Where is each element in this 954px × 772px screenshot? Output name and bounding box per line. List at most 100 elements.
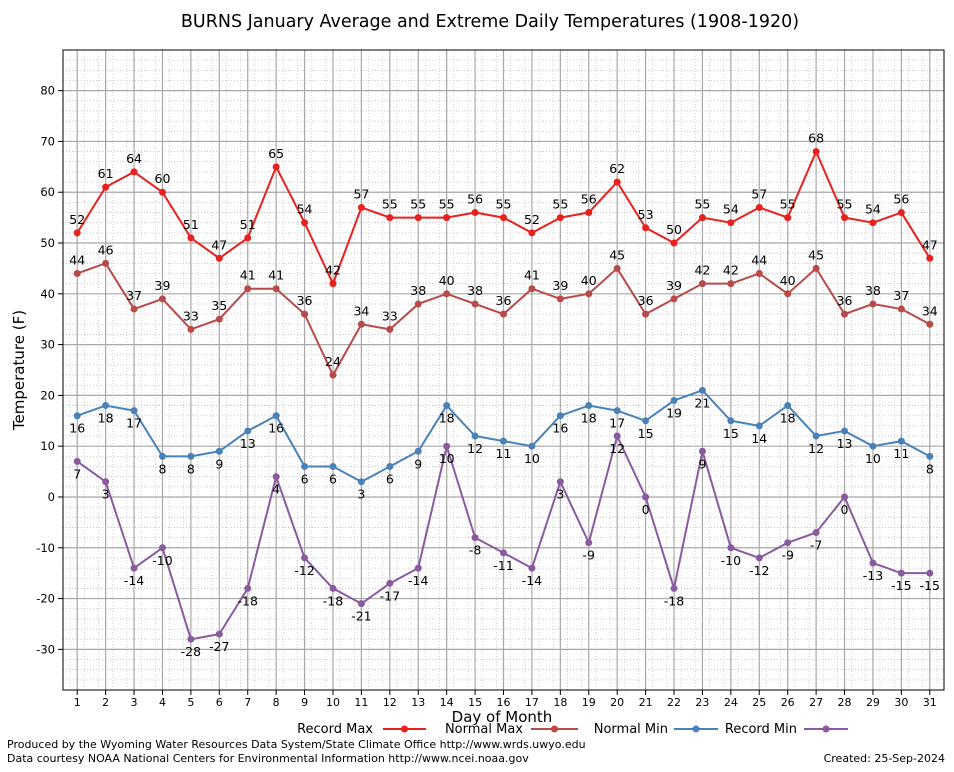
record-max-data-label: 50 — [666, 222, 682, 237]
normal-min-data-label: 10 — [865, 451, 881, 466]
normal-min-point — [755, 422, 763, 430]
x-tick-label: 25 — [752, 696, 766, 709]
record-max-point — [414, 214, 422, 222]
y-tick-label: 80 — [40, 84, 55, 98]
normal-min-data-label: 12 — [808, 441, 824, 456]
record-min-data-label: 0 — [841, 502, 849, 517]
record-max-point — [73, 229, 81, 237]
normal-min-point — [556, 412, 564, 420]
y-tick-label: 70 — [40, 134, 55, 148]
record-min-data-label: -28 — [181, 644, 201, 659]
record-max-point — [755, 203, 763, 211]
record-min-data-label: 10 — [439, 451, 455, 466]
normal-min-data-label: 11 — [893, 446, 909, 461]
normal-min-data-label: 15 — [638, 426, 654, 441]
normal-max-point — [528, 285, 536, 293]
normal-min-data-label: 8 — [926, 461, 934, 476]
normal-min-data-label: 8 — [158, 461, 166, 476]
record-min-point — [130, 564, 138, 572]
record-max-point — [926, 254, 934, 262]
record-max-data-label: 61 — [98, 166, 114, 181]
normal-max-data-label: 41 — [240, 268, 256, 283]
y-tick-label: 60 — [40, 185, 55, 199]
normal-max-data-label: 39 — [666, 278, 682, 293]
normal-max-data-label: 42 — [694, 263, 710, 278]
record-max-data-label: 54 — [297, 202, 313, 217]
normal-max-point — [926, 320, 934, 328]
x-tick-label: 11 — [354, 696, 368, 709]
record-max-data-label: 55 — [439, 197, 455, 212]
normal-max-data-label: 24 — [325, 354, 341, 369]
record-max-data-label: 60 — [155, 171, 171, 186]
normal-max-data-label: 35 — [211, 298, 227, 313]
record-min-point — [215, 630, 223, 638]
legend-label-record-min: Record Min — [725, 722, 797, 737]
normal-max-data-label: 37 — [893, 288, 909, 303]
normal-max-point — [670, 295, 678, 303]
x-tick-label: 28 — [838, 696, 852, 709]
normal-min-point — [698, 386, 706, 394]
normal-max-point — [386, 325, 394, 333]
normal-min-data-label: 21 — [694, 395, 710, 410]
legend-label-normal-min: Normal Min — [594, 722, 668, 737]
record-min-data-label: -12 — [294, 563, 314, 578]
footer-data-courtesy: Data courtesy NOAA National Centers for … — [7, 752, 529, 765]
record-min-point — [500, 549, 507, 557]
record-max-point — [130, 168, 138, 176]
x-tick-label: 16 — [497, 696, 511, 709]
legend-label-record-max: Record Max — [297, 722, 373, 737]
y-tick-label: -30 — [36, 642, 55, 656]
record-min-point — [158, 544, 166, 552]
record-max-data-label: 55 — [496, 197, 512, 212]
normal-min-point — [897, 437, 905, 445]
x-tick-label: 27 — [809, 696, 823, 709]
x-tick-label: 22 — [667, 696, 681, 709]
normal-max-point — [357, 320, 365, 328]
normal-min-data-label: 14 — [751, 431, 767, 446]
record-max-point — [272, 163, 280, 171]
record-min-data-label: -14 — [408, 573, 428, 588]
record-max-point — [528, 229, 536, 237]
record-min-data-label: -18 — [238, 593, 258, 608]
normal-max-point — [613, 264, 621, 272]
y-tick-label: 30 — [40, 338, 55, 352]
normal-min-point — [784, 402, 792, 410]
normal-min-data-label: 15 — [723, 426, 739, 441]
record-max-point — [841, 214, 849, 222]
normal-min-data-label: 11 — [496, 446, 512, 461]
legend-marker-normal-min — [692, 725, 700, 733]
normal-min-data-label: 9 — [215, 456, 223, 471]
record-min-point — [869, 559, 877, 567]
x-tick-label: 21 — [639, 696, 653, 709]
footer-produced-by: Produced by the Wyoming Water Resources … — [7, 738, 586, 751]
normal-min-point — [301, 463, 309, 471]
record-min-point — [414, 564, 422, 572]
normal-min-point — [926, 452, 934, 460]
record-min-data-label: -27 — [209, 639, 229, 654]
normal-min-data-label: 16 — [552, 421, 568, 436]
record-min-point — [386, 579, 394, 587]
y-axis-title: Temperature (F) — [10, 310, 28, 431]
record-min-data-label: -10 — [721, 553, 741, 568]
normal-max-point — [812, 264, 820, 272]
record-max-point — [613, 178, 621, 186]
normal-max-data-label: 41 — [268, 268, 284, 283]
y-tick-label: -20 — [36, 592, 55, 606]
record-max-data-label: 55 — [694, 197, 710, 212]
normal-max-data-label: 39 — [155, 278, 171, 293]
x-tick-label: 26 — [781, 696, 795, 709]
normal-max-point — [869, 300, 877, 308]
normal-min-point — [272, 412, 280, 420]
record-max-point — [187, 234, 195, 242]
grid — [63, 49, 944, 691]
record-min-data-label: -13 — [863, 568, 883, 583]
x-tick-label: 3 — [131, 696, 138, 709]
x-tick-label: 31 — [923, 696, 937, 709]
record-max-point — [329, 280, 337, 288]
normal-min-data-label: 18 — [98, 411, 114, 426]
normal-max-data-label: 38 — [410, 283, 426, 298]
normal-max-point — [73, 269, 81, 277]
x-tick-label: 8 — [273, 696, 280, 709]
